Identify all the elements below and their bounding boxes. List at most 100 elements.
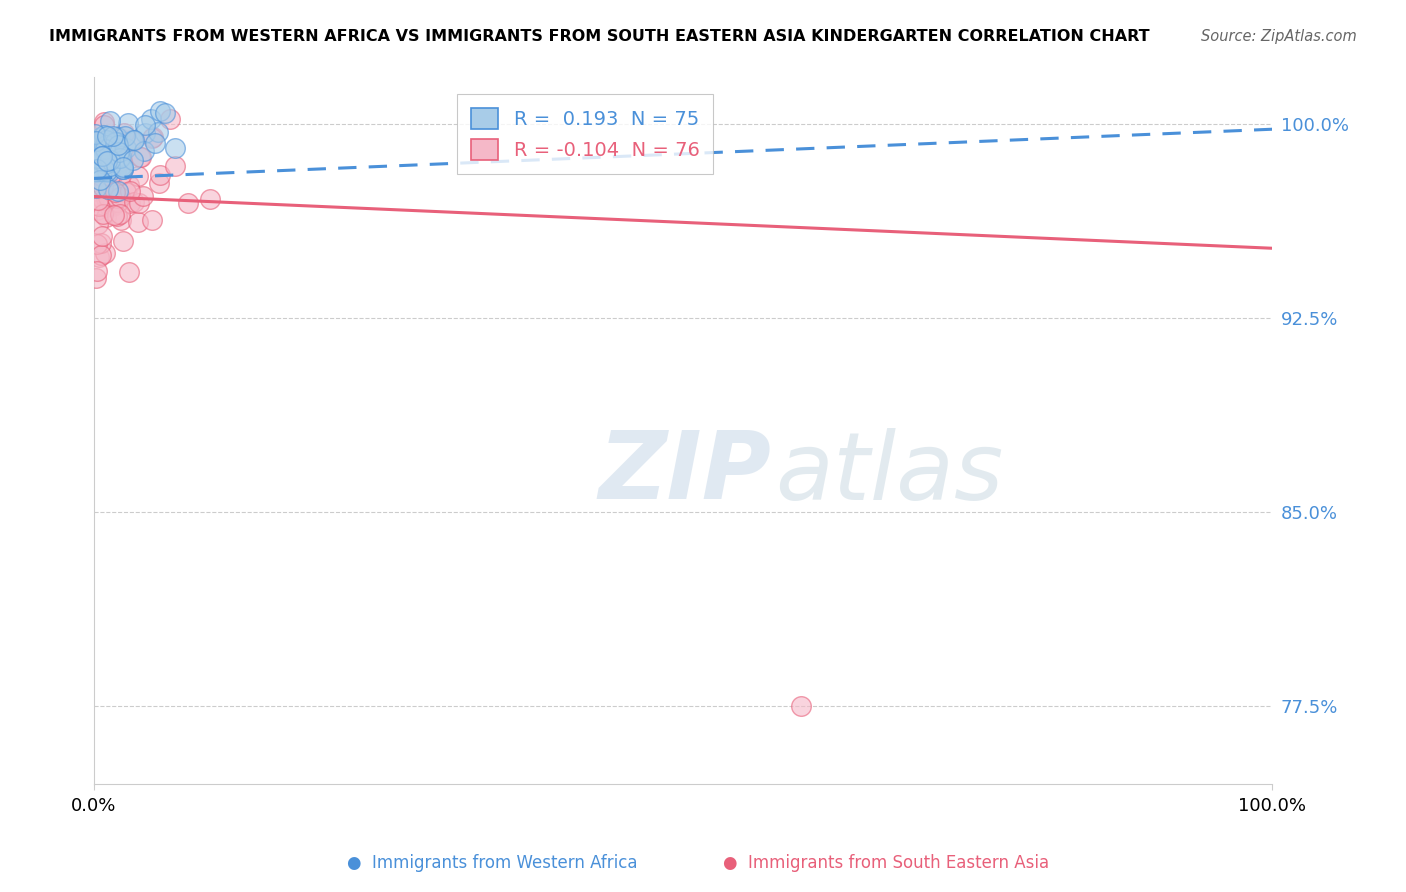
Point	[104, 135, 127, 149]
Point	[90, 136, 112, 150]
Point	[134, 144, 156, 158]
Point	[141, 131, 163, 145]
Point	[149, 168, 172, 182]
Point	[108, 145, 131, 159]
Point	[97, 154, 120, 169]
Point	[105, 164, 128, 178]
Point	[93, 118, 115, 132]
Point	[790, 699, 813, 714]
Point	[110, 213, 132, 227]
Point	[93, 128, 115, 142]
Point	[84, 152, 107, 166]
Point	[107, 138, 129, 153]
Point	[94, 157, 117, 171]
Point	[93, 115, 115, 129]
Point	[96, 135, 118, 149]
Point	[97, 165, 120, 179]
Point	[131, 189, 153, 203]
Point	[90, 235, 112, 250]
Point	[87, 153, 110, 167]
Point	[97, 182, 120, 196]
Point	[108, 151, 131, 165]
Point	[128, 196, 150, 211]
Point	[146, 125, 169, 139]
Point	[141, 212, 163, 227]
Point	[153, 106, 176, 120]
Point	[117, 115, 139, 129]
Point	[107, 195, 129, 210]
Point	[91, 194, 114, 208]
Point	[122, 133, 145, 147]
Point	[111, 153, 134, 168]
Point	[96, 210, 118, 224]
Point	[87, 193, 110, 207]
Point	[103, 209, 125, 223]
Point	[163, 141, 186, 155]
Point	[89, 250, 111, 264]
Point	[94, 142, 117, 156]
Point	[96, 200, 118, 214]
Point	[107, 183, 129, 197]
Point	[98, 114, 121, 128]
Point	[89, 155, 111, 169]
Point	[98, 153, 121, 167]
Point	[111, 161, 134, 175]
Point	[96, 136, 118, 150]
Point	[141, 130, 163, 145]
Point	[122, 153, 145, 167]
Point	[134, 118, 156, 132]
Point	[96, 129, 118, 144]
Point	[198, 193, 221, 207]
Point	[98, 160, 121, 174]
Point	[87, 151, 110, 165]
Point	[91, 180, 114, 194]
Point	[87, 217, 110, 231]
Point	[90, 130, 112, 145]
Point	[107, 191, 129, 205]
Point	[127, 215, 149, 229]
Point	[97, 135, 120, 149]
Point	[120, 195, 142, 210]
Point	[103, 140, 125, 154]
Point	[103, 154, 125, 169]
Point	[84, 154, 107, 169]
Point	[90, 164, 112, 178]
Point	[84, 136, 107, 151]
Point	[110, 159, 132, 173]
Point	[108, 190, 131, 204]
Point	[110, 149, 132, 163]
Point	[84, 165, 107, 179]
Point	[84, 127, 107, 141]
Point	[100, 141, 122, 155]
Point	[139, 112, 162, 126]
Point	[97, 189, 120, 203]
Point	[94, 245, 117, 260]
Point	[98, 152, 121, 166]
Legend: R =  0.193  N = 75, R = -0.104  N = 76: R = 0.193 N = 75, R = -0.104 N = 76	[457, 95, 713, 174]
Point	[177, 196, 200, 211]
Point	[145, 136, 167, 151]
Point	[86, 236, 108, 251]
Point	[96, 165, 118, 179]
Point	[98, 183, 121, 197]
Point	[115, 141, 138, 155]
Point	[91, 155, 114, 169]
Point	[98, 169, 121, 184]
Point	[94, 191, 117, 205]
Point	[105, 135, 128, 149]
Point	[86, 155, 108, 169]
Point	[98, 149, 121, 163]
Point	[101, 128, 124, 143]
Point	[118, 178, 141, 192]
Point	[101, 138, 124, 153]
Point	[93, 140, 115, 154]
Point	[129, 150, 152, 164]
Point	[98, 198, 121, 212]
Point	[112, 126, 135, 140]
Point	[86, 264, 108, 278]
Point	[89, 173, 111, 187]
Point	[97, 155, 120, 169]
Point	[101, 198, 124, 212]
Point	[163, 159, 186, 173]
Point	[149, 104, 172, 119]
